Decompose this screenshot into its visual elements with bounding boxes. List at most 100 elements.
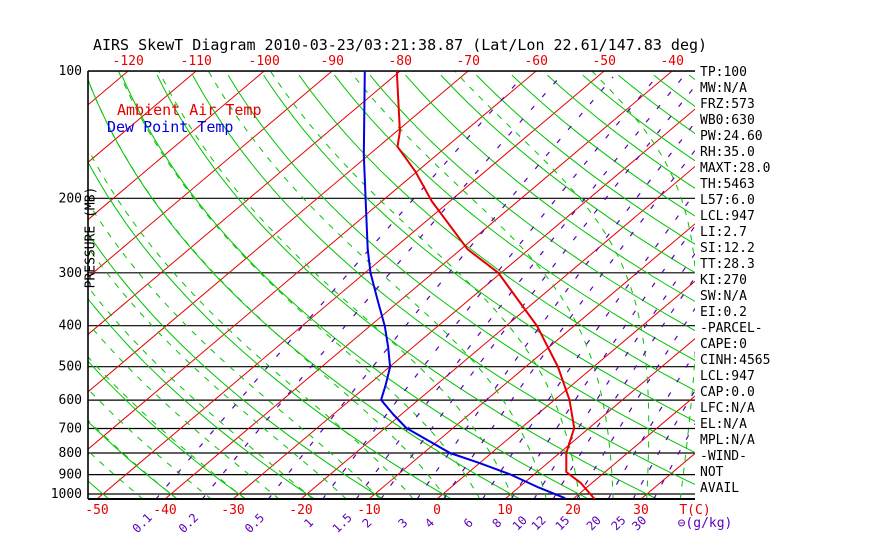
legend-dew-point-temp: Dew Point Temp [107, 118, 234, 136]
dry-adiabat-line [547, 74, 695, 189]
mixing-ratio-line [416, 121, 695, 499]
isotherm-line [368, 223, 695, 499]
isotherm-line [88, 71, 333, 278]
panel-row: WB0:630 [700, 113, 755, 128]
mixing-ratio-tick-label: 3 [395, 516, 410, 531]
dry-adiabat-line [263, 74, 695, 422]
chart-title: AIRS SkewT Diagram 2010-03-23/03:21:38.8… [92, 36, 708, 54]
dewpoint-profile [362, 71, 566, 499]
mixing-ratio-tick-label: 25 [609, 513, 629, 533]
mixing-ratio-line [267, 76, 614, 499]
mixing-ratio-tick-label: 1.5 [330, 511, 355, 536]
top-temp-tick-label: -70 [456, 54, 479, 69]
panel-row: LI:2.7 [700, 225, 747, 240]
panel-row: EI:0.2 [700, 305, 747, 320]
mixing-ratio-tick-label: 6 [461, 516, 476, 531]
panel-row: MPL:N/A [700, 433, 755, 448]
panel-row: PW:24.60 [700, 129, 763, 144]
bottom-temp-tick-label: 20 [565, 503, 581, 518]
top-temp-tick-label: -90 [320, 54, 343, 69]
mixing-ratio-tick-label: 0.2 [176, 511, 201, 536]
temp-unit-label: T(C) [679, 503, 710, 518]
bottom-temp-tick-label: 10 [497, 503, 513, 518]
moist-adiabat-line [88, 148, 414, 499]
mixing-ratio-line [443, 149, 695, 499]
panel-row: AVAIL [700, 481, 740, 496]
pressure-tick-label: 900 [59, 468, 82, 483]
top-temp-tick-label: -60 [524, 54, 547, 69]
panel-row: -PARCEL- [700, 321, 763, 336]
moist-adiabat-line [88, 246, 348, 499]
dry-adiabat-line [369, 74, 695, 332]
panel-row: KI:270 [700, 273, 747, 288]
dry-adiabat-line [88, 298, 316, 499]
bottom-temp-tick-label: -10 [357, 503, 380, 518]
dry-adiabat-line [88, 232, 384, 499]
bottom-temp-tick-label: 30 [633, 503, 649, 518]
dry-adiabat-line [88, 360, 247, 499]
isotherm-line [164, 71, 673, 499]
dry-adiabat-line [440, 74, 695, 274]
isotherm-line [232, 108, 695, 499]
mixing-ratio-line [380, 85, 695, 499]
mixing-ratio-line [481, 191, 695, 499]
mixing-ratio-line [552, 276, 695, 499]
isotherm-line [88, 71, 469, 393]
panel-row: NOT [700, 465, 724, 480]
mixing-ratio-line [355, 76, 684, 499]
pressure-tick-label: 200 [59, 191, 82, 206]
dry-adiabat-line [88, 420, 179, 499]
isotherm-line [88, 71, 265, 221]
moist-adiabat-line [118, 71, 481, 499]
moist-adiabat-line [88, 388, 212, 499]
pressure-tick-label: 600 [59, 393, 82, 408]
dry-adiabat-line [582, 74, 695, 162]
panel-row: CAPE:0 [700, 337, 747, 352]
dry-adiabat-line [88, 161, 453, 499]
dry-adiabat-line [511, 74, 695, 217]
pressure-tick-label: 800 [59, 446, 82, 461]
sounding-indices-panel: TP:100 MW:N/A FRZ:573 WB0:630 PW:24.60 RH:35.… [700, 65, 770, 497]
moist-adiabat-line [207, 71, 547, 499]
mixing-ratio-tick-label: 0.1 [130, 511, 155, 536]
pressure-tick-label: 1000 [51, 487, 82, 502]
top-temp-tick-label: -110 [181, 54, 212, 69]
mixing-ratio-tick-label: 0.5 [242, 511, 267, 536]
isotherm-line [572, 395, 695, 499]
moist-adiabat-line [158, 71, 514, 499]
panel-row: FRZ:573 [700, 97, 755, 112]
pressure-tick-label: 400 [59, 319, 82, 334]
moist-adiabat-line [269, 71, 581, 499]
mixing-ratio-line [533, 252, 695, 499]
dry-adiabat-line [298, 74, 695, 392]
pressure-tick-label: 300 [59, 266, 82, 281]
panel-row: -WIND- [700, 449, 747, 464]
legend-ambient-air-temp: Ambient Air Temp [117, 101, 262, 119]
isotherm-line [504, 338, 695, 499]
moist-adiabat-line [88, 322, 280, 499]
isotherm-line [88, 71, 537, 450]
panel-row: MAXT:28.0 [700, 161, 771, 176]
isotherm-line [300, 165, 695, 499]
pressure-tick-label: 500 [59, 360, 82, 375]
dry-adiabat-line [405, 74, 695, 302]
isotherm-line [436, 280, 695, 499]
moist-adiabat-line [88, 419, 178, 499]
panel-row: TT:28.3 [700, 257, 755, 272]
top-temp-tick-label: -80 [388, 54, 411, 69]
top-temp-tick-label: -50 [592, 54, 615, 69]
panel-row: L57:6.0 [700, 193, 755, 208]
panel-row: EL:N/A [700, 417, 747, 432]
panel-row: LCL:947 [700, 209, 755, 224]
panel-row: LFC:N/A [700, 401, 755, 416]
mixing-ratio-line [321, 76, 657, 499]
pressure-tick-label: 100 [59, 64, 82, 79]
dry-adiabat-line [192, 74, 695, 486]
panel-row: MW:N/A [700, 81, 747, 96]
panel-row: TP:100 [700, 65, 747, 80]
mixing-ratio-tick-label: 12 [529, 513, 549, 533]
isotherm-line [88, 71, 197, 163]
bottom-temp-tick-label: -50 [85, 503, 108, 518]
bottom-temp-tick-label: 0 [433, 503, 441, 518]
